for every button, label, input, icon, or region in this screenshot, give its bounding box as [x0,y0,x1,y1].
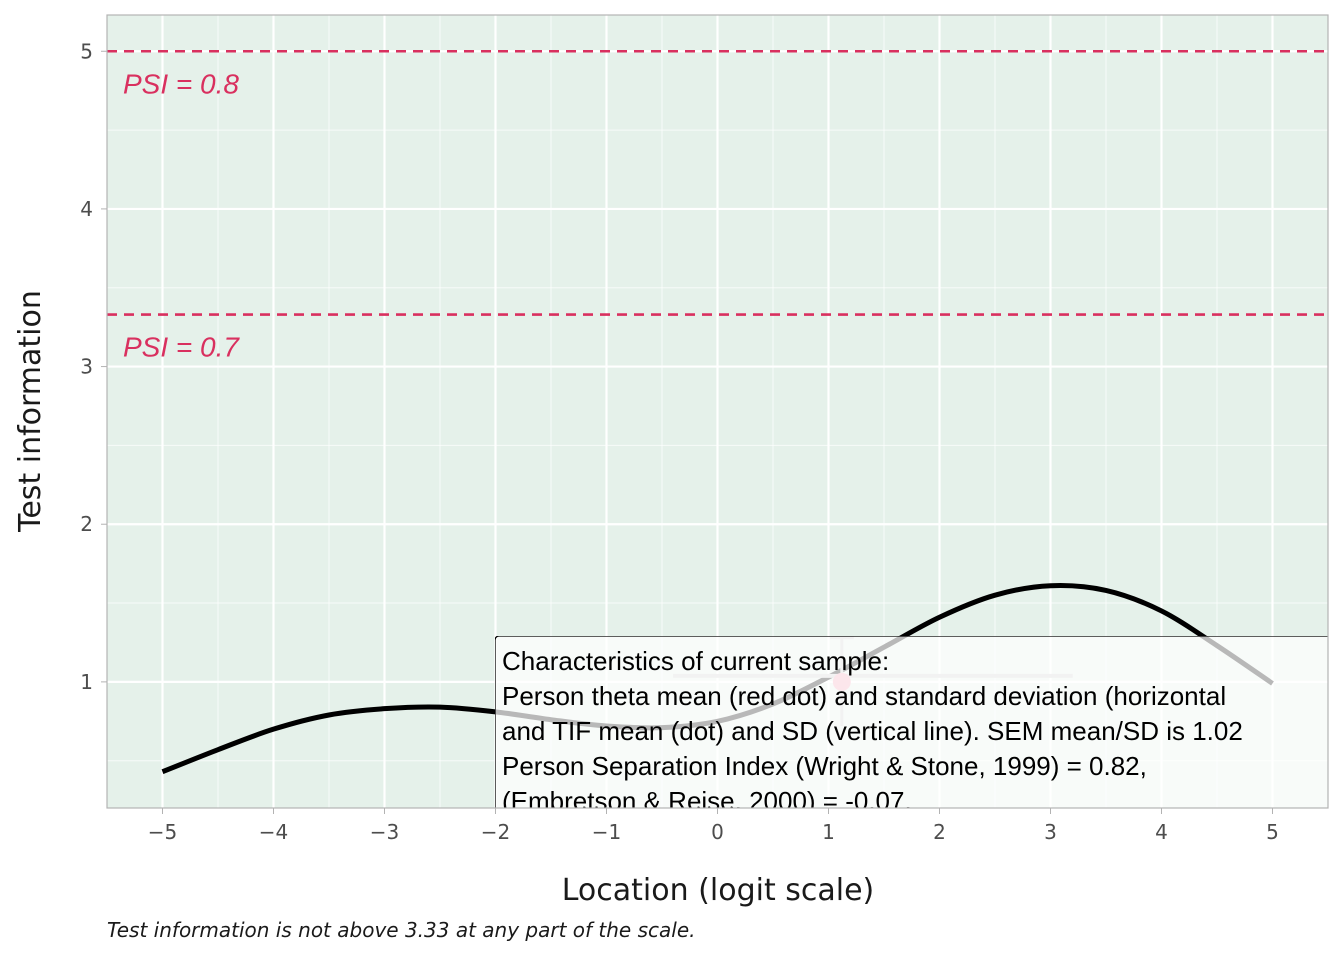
x-tick-label: 3 [1044,820,1057,844]
psi-reference-label: PSI = 0.8 [123,68,239,99]
annotation-line: Person Separation Index (Wright & Stone,… [502,751,1147,781]
x-axis-title: Location (logit scale) [562,873,875,908]
annotation-line: Characteristics of current sample: [502,646,889,676]
annotation-line: (Embretson & Reise, 2000) = -0.07. [502,786,912,816]
annotation-line: Person theta mean (red dot) and standard… [502,681,1226,711]
x-tick-label: 4 [1155,820,1168,844]
y-tick-label: 2 [80,512,93,536]
sample-annotation-box: Characteristics of current sample: Person… [495,636,1328,816]
y-tick-label: 4 [80,197,93,221]
annotation-text: Characteristics of current sample: Person… [502,646,1243,816]
chart-caption: Test information is not above 3.33 at an… [107,918,696,942]
y-tick-label: 1 [80,670,93,694]
x-tick-label: −5 [148,820,177,844]
y-tick-label: 5 [80,39,93,63]
psi-reference-label: PSI = 0.7 [123,332,240,363]
x-tick-label: −3 [370,820,399,844]
x-tick-label: 5 [1266,820,1279,844]
reference-lines: PSI = 0.8 PSI = 0.7 [107,49,1328,363]
x-tick-label: 0 [711,820,724,844]
x-tick-label: −4 [259,820,288,844]
x-tick-label: −1 [592,820,621,844]
x-tick-label: −2 [481,820,510,844]
annotation-line: and TIF mean (dot) and SD (vertical line… [502,716,1243,746]
x-tick-label: 2 [933,820,946,844]
x-tick-label: 1 [822,820,835,844]
x-axis-ticks: −5 −4 −3 −2 −1 0 1 2 3 4 5 [148,808,1279,844]
y-axis-title: Test information [13,290,48,533]
y-tick-label: 3 [80,355,93,379]
y-axis-ticks: 1 2 3 4 5 [80,39,107,694]
annotation-box-frame [495,636,1328,808]
